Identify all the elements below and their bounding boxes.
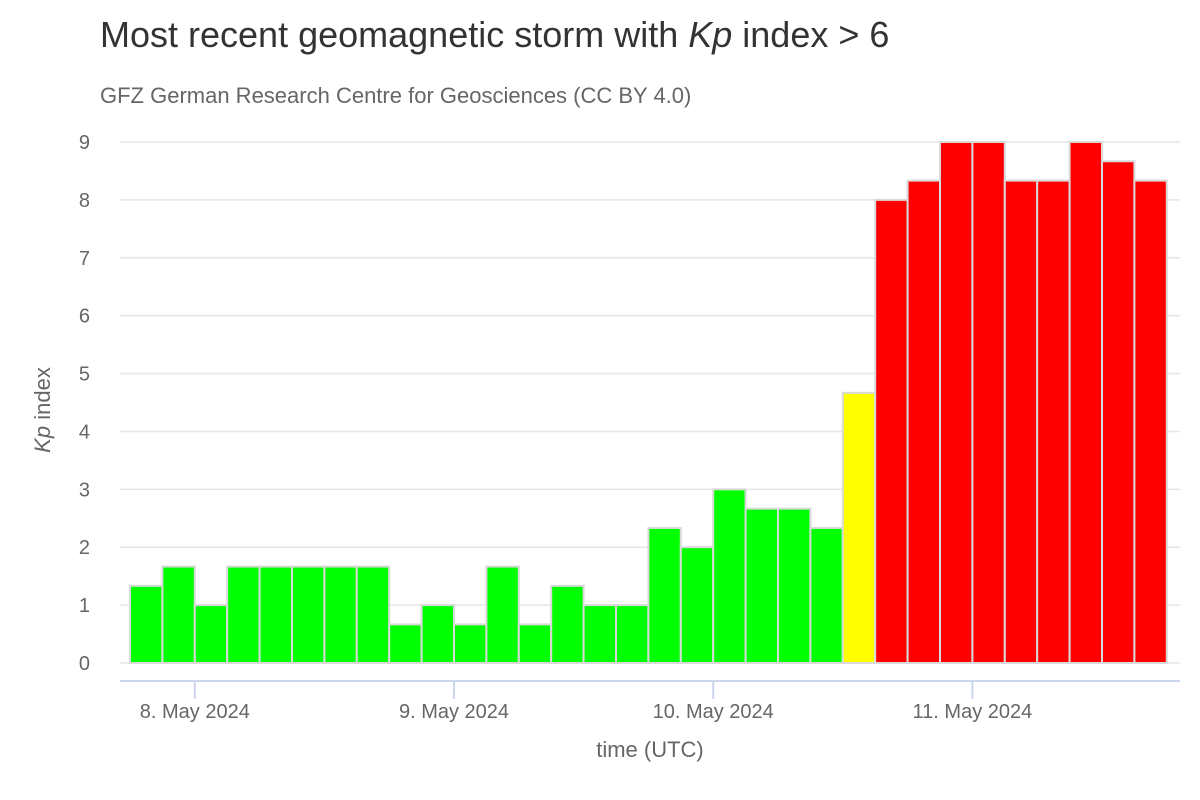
kp-bar[interactable] [777, 507, 812, 664]
y-tick-label: 9 [79, 132, 90, 154]
y-tick-label: 2 [79, 537, 90, 559]
title-kp: Kp [688, 14, 733, 55]
kp-bar[interactable] [550, 584, 585, 664]
title-post: index > 6 [732, 14, 890, 55]
kp-bar[interactable] [679, 546, 715, 665]
kp-bar[interactable] [258, 565, 294, 664]
x-tick-label: 9. May 2024 [399, 701, 509, 723]
x-tick-label: 11. May 2024 [913, 701, 1033, 723]
kp-bar[interactable] [1133, 179, 1168, 665]
y-tick-label: 6 [79, 306, 90, 328]
kp-bar[interactable] [323, 565, 358, 664]
kp-bar[interactable] [744, 507, 779, 664]
y-tick-label: 4 [79, 421, 90, 443]
kp-bar[interactable] [420, 604, 456, 664]
bars [129, 141, 1168, 665]
title-pre: Most recent geomagnetic storm with [100, 14, 689, 55]
kp-bar[interactable] [874, 198, 909, 664]
kp-bar[interactable] [453, 623, 488, 665]
kp-bar[interactable] [388, 623, 423, 665]
y-axis-title-kp: Kp [30, 426, 55, 453]
kp-bar[interactable] [161, 565, 196, 664]
y-tick-label: 7 [79, 248, 90, 270]
kp-bar[interactable] [485, 565, 520, 664]
x-axis-title: time (UTC) [596, 737, 704, 762]
kp-bar[interactable] [517, 623, 553, 665]
kp-bar[interactable] [971, 141, 1006, 664]
kp-bar[interactable] [226, 565, 261, 664]
kp-bar[interactable] [582, 604, 617, 664]
kp-bar[interactable] [129, 584, 164, 664]
chart-title: Most recent geomagnetic storm with Kp in… [100, 14, 889, 56]
kp-bar[interactable] [1068, 141, 1103, 664]
kp-bar[interactable] [712, 488, 747, 665]
kp-bar[interactable] [647, 526, 682, 665]
y-axis-title-rest: index [30, 367, 55, 426]
y-tick-label: 1 [79, 595, 90, 617]
y-tick-label: 8 [79, 190, 90, 212]
kp-bar[interactable] [1036, 179, 1071, 665]
y-axis-title: Kp index [30, 367, 55, 453]
kp-bar[interactable] [193, 604, 229, 664]
kp-bar[interactable] [939, 141, 974, 664]
y-tick-label: 0 [79, 653, 90, 675]
kp-bar[interactable] [1101, 160, 1136, 664]
chart-subtitle: GFZ German Research Centre for Geoscienc… [100, 83, 692, 108]
y-tick-label: 3 [79, 479, 90, 501]
y-axis-ticks: 0 1 2 3 4 5 6 7 8 9 [79, 132, 90, 675]
kp-bar[interactable] [809, 526, 844, 665]
kp-bar[interactable] [841, 391, 877, 664]
kp-bar[interactable] [355, 565, 391, 664]
x-axis-ticks: 8. May 2024 9. May 2024 10. May 2024 11. Ma… [140, 681, 1032, 723]
kp-bar[interactable] [615, 604, 650, 664]
kp-bar[interactable] [906, 179, 941, 665]
kp-bar[interactable] [291, 565, 326, 664]
x-tick-label: 10. May 2024 [653, 701, 774, 723]
x-tick-label: 8. May 2024 [140, 701, 250, 723]
y-tick-label: 5 [79, 364, 90, 386]
kp-bar[interactable] [1003, 179, 1039, 665]
